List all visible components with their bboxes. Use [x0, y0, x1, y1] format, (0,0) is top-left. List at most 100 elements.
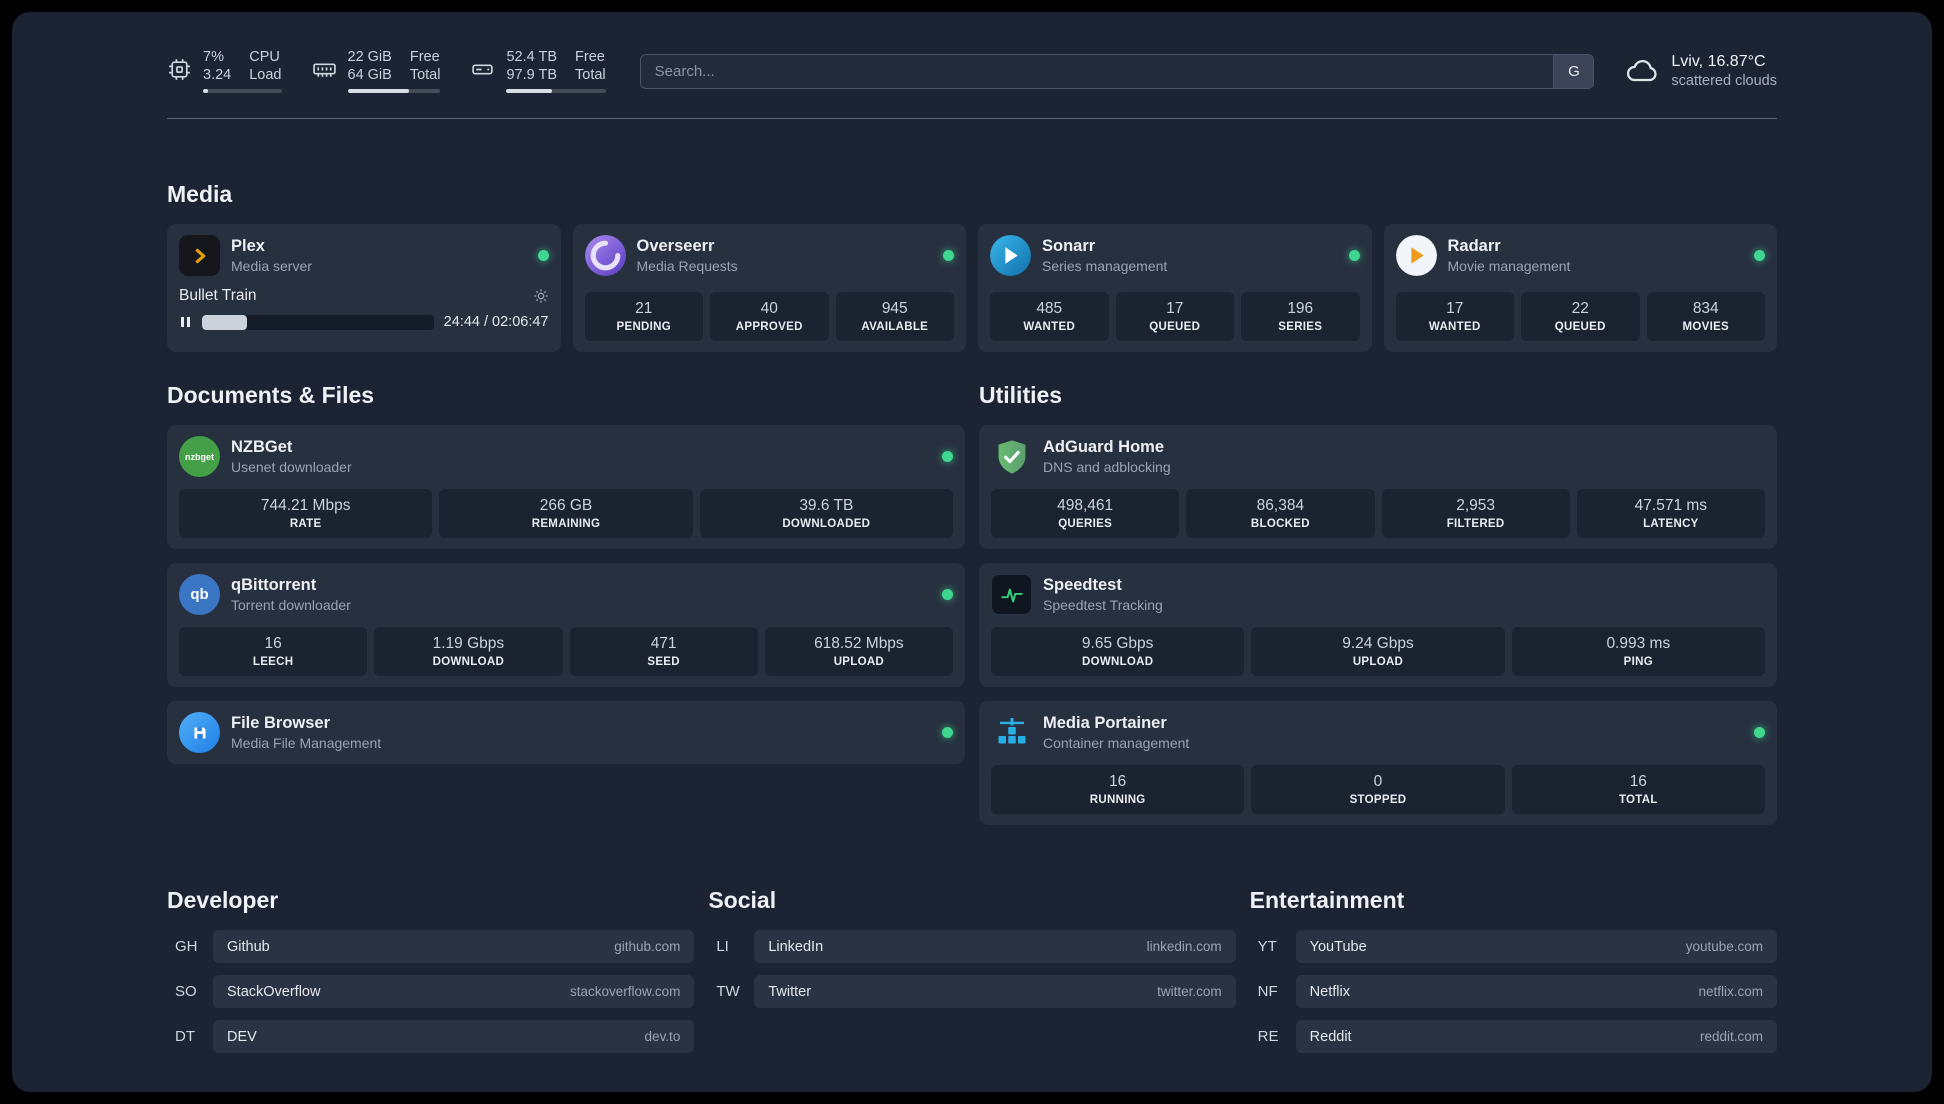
section-title-entertainment: Entertainment	[1249, 887, 1405, 913]
status-dot	[1754, 727, 1765, 738]
disk-progress-bar	[506, 89, 606, 93]
service-name: qBittorrent	[231, 576, 317, 594]
bookmark-abbr: GH	[175, 938, 198, 955]
service-description: Media Requests	[636, 258, 738, 274]
memory-icon	[312, 63, 336, 77]
service-name: Plex	[231, 237, 265, 255]
filebrowser-card[interactable]: File Browser Media File Management	[167, 701, 965, 764]
adguard-card[interactable]: AdGuard Home DNS and adblocking 498,461 Q…	[979, 425, 1777, 549]
bookmark-item-netflix[interactable]: NF Netflix netflix.com	[1250, 975, 1777, 1008]
bookmark-item-dev[interactable]: DT DEV dev.to	[167, 1020, 695, 1053]
stat: 945 AVAILABLE	[835, 292, 954, 341]
qbittorrent-card[interactable]: qb qBittorrent Torrent downloader 16 LEEC…	[167, 563, 965, 687]
bookmark-name: Netflix	[1309, 983, 1350, 1000]
now-playing-title: Bullet Train	[179, 287, 257, 304]
bookmark-item-twitter[interactable]: TW Twitter twitter.com	[708, 975, 1236, 1008]
header-divider	[167, 118, 1777, 119]
section-title-media: Media	[167, 181, 233, 207]
stat: 9.24 Gbps UPLOAD	[1251, 627, 1505, 676]
stat: 39.6 TB DOWNLOADED	[699, 489, 953, 538]
bookmark-abbr: DT	[175, 1028, 195, 1045]
stat: 498,461 QUERIES	[991, 489, 1180, 538]
bookmark-group-developer: Developer GH Github github.com SO StackOv…	[167, 887, 695, 1053]
memory-free-label: Free	[409, 49, 440, 65]
bookmark-name: StackOverflow	[227, 983, 321, 1000]
section-title-social: Social	[708, 887, 777, 913]
disk-widget: 52.4 TB Free 97.9 TB Total	[470, 49, 606, 93]
stat: 618.52 Mbps UPLOAD	[764, 627, 953, 676]
service-name: AdGuard Home	[1043, 438, 1165, 456]
nzbget-icon: nzbget	[179, 436, 220, 477]
bookmark-item-stackoverflow[interactable]: SO StackOverflow stackoverflow.com	[167, 975, 695, 1008]
topbar: 7% CPU 3.24 Load 22 GiB Free	[167, 46, 1777, 96]
disk-free-value: 52.4 TB	[506, 49, 558, 65]
weather-condition: scattered clouds	[1671, 73, 1777, 89]
search-engine-button[interactable]: G	[1553, 54, 1594, 88]
cpu-label: CPU	[249, 49, 280, 65]
bookmark-abbr: NF	[1257, 983, 1278, 1000]
service-name: NZBGet	[231, 438, 293, 456]
portainer-icon	[991, 712, 1032, 753]
service-name: Sonarr	[1042, 237, 1096, 255]
stat: 744.21 Mbps RATE	[179, 489, 433, 538]
service-description: Torrent downloader	[231, 597, 351, 613]
filebrowser-icon	[179, 712, 220, 753]
status-dot	[942, 727, 953, 738]
utilities-column: Utilities AdGuard Home DNS and adblockin…	[979, 382, 1777, 825]
settings-gear-icon[interactable]	[533, 288, 549, 304]
stat: 485 WANTED	[990, 292, 1109, 341]
bookmarks-section: Developer GH Github github.com SO StackOv…	[167, 887, 1777, 1089]
bookmark-item-linkedin[interactable]: LI LinkedIn linkedin.com	[708, 930, 1236, 963]
memory-widget: 22 GiB Free 64 GiB Total	[312, 49, 441, 93]
playback-time: 24:44 / 02:06:47	[443, 314, 549, 330]
cpu-progress-bar	[203, 89, 282, 93]
cpu-load-label: Load	[249, 67, 282, 83]
bookmark-url: github.com	[614, 939, 681, 954]
bookmark-abbr: RE	[1257, 1028, 1279, 1045]
sonarr-card[interactable]: Sonarr Series management 485 WANTED 17 QUE…	[978, 224, 1372, 352]
nzbget-card[interactable]: nzbget NZBGet Usenet downloader 744.21 M…	[167, 425, 965, 549]
bookmark-url: twitter.com	[1157, 984, 1222, 999]
stat: 0 STOPPED	[1251, 765, 1505, 814]
memory-free-value: 22 GiB	[347, 49, 392, 65]
portainer-card[interactable]: Media Portainer Container management 16 R…	[979, 701, 1777, 825]
section-title-developer: Developer	[167, 887, 279, 913]
stat: 834 MOVIES	[1646, 292, 1765, 341]
bookmark-item-reddit[interactable]: RE Reddit reddit.com	[1250, 1020, 1777, 1053]
plex-card[interactable]: Plex Media server Bullet Train	[167, 224, 561, 352]
stat: 17 WANTED	[1395, 292, 1514, 341]
stat: 2,953 FILTERED	[1381, 489, 1570, 538]
search-input[interactable]	[640, 54, 1554, 88]
speedtest-icon	[991, 574, 1032, 615]
stat: 17 QUEUED	[1115, 292, 1234, 341]
bookmark-url: dev.to	[644, 1029, 681, 1044]
stat: 0.993 ms PING	[1511, 627, 1765, 676]
documents-column: Documents & Files nzbget NZBGet Usenet d…	[167, 382, 965, 764]
bookmark-abbr: LI	[716, 938, 729, 955]
radarr-icon	[1395, 235, 1437, 276]
status-dot	[1754, 250, 1765, 261]
bookmark-item-youtube[interactable]: YT YouTube youtube.com	[1250, 930, 1777, 963]
radarr-card[interactable]: Radarr Movie management 17 WANTED 22 QUEUE…	[1383, 224, 1777, 352]
bookmark-name: YouTube	[1309, 938, 1367, 955]
cpu-percent: 7%	[203, 49, 224, 65]
stat: 196 SERIES	[1241, 292, 1360, 341]
speedtest-card[interactable]: Speedtest Speedtest Tracking 9.65 Gbps DO…	[979, 563, 1777, 687]
status-dot	[942, 589, 953, 600]
service-name: Radarr	[1447, 237, 1501, 255]
pause-icon[interactable]	[179, 315, 192, 329]
bookmark-url: linkedin.com	[1146, 939, 1222, 954]
bookmark-abbr: SO	[175, 983, 197, 1000]
search-bar: G	[639, 53, 1595, 89]
cpu-widget: 7% CPU 3.24 Load	[167, 49, 282, 93]
stat: 1.19 Gbps DOWNLOAD	[374, 627, 563, 676]
bookmark-name: LinkedIn	[768, 938, 824, 955]
adguard-icon	[991, 436, 1032, 477]
stat: 86,384 BLOCKED	[1186, 489, 1375, 538]
stat: 16 RUNNING	[991, 765, 1245, 814]
plex-icon	[179, 235, 220, 276]
bookmark-item-github[interactable]: GH Github github.com	[167, 930, 695, 963]
overseerr-card[interactable]: Overseerr Media Requests 21 PENDING 40 APP…	[572, 224, 966, 352]
disk-free-label: Free	[575, 49, 605, 65]
bookmark-name: Github	[227, 938, 270, 955]
